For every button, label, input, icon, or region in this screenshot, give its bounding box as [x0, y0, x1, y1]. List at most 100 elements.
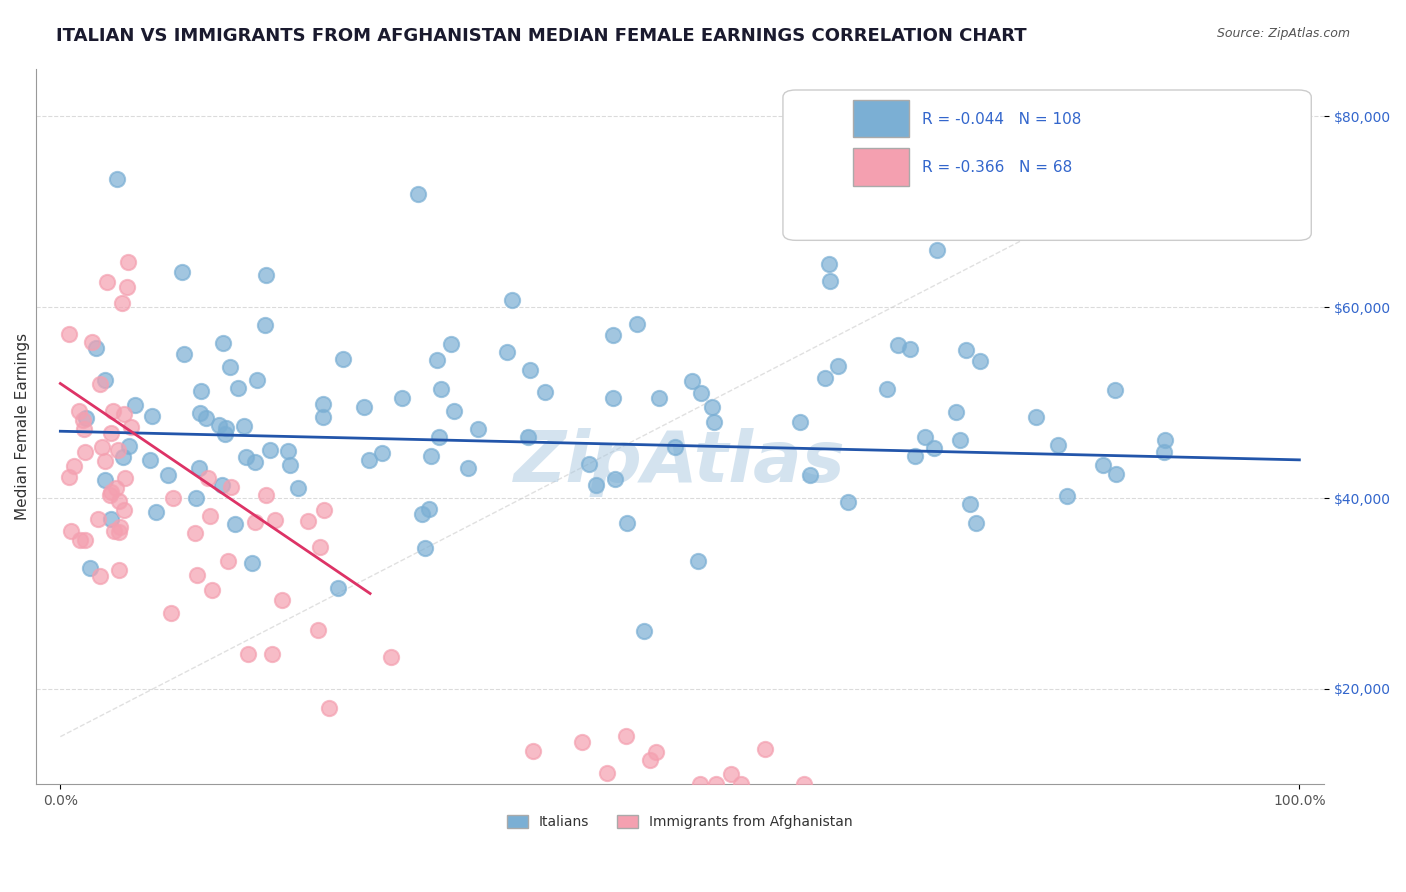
Italians	[94, 473, 117, 487]
Immigrants from Afghanistan	[117, 255, 139, 269]
Italians	[312, 409, 335, 424]
Italians	[904, 449, 927, 463]
Immigrants from Afghanistan	[571, 735, 593, 749]
Italians	[443, 404, 465, 418]
Immigrants from Afghanistan	[63, 458, 86, 473]
Immigrants from Afghanistan	[236, 647, 259, 661]
Italians	[430, 383, 453, 397]
Italians	[924, 442, 946, 456]
Italians	[208, 417, 231, 432]
Italians	[1105, 467, 1128, 482]
Italians	[688, 554, 710, 568]
Italians	[578, 457, 600, 471]
Italians	[602, 391, 624, 405]
Italians	[1154, 433, 1177, 447]
Italians	[519, 363, 541, 377]
Immigrants from Afghanistan	[689, 777, 711, 791]
Immigrants from Afghanistan	[69, 533, 91, 547]
Text: R = -0.366   N = 68: R = -0.366 N = 68	[922, 160, 1073, 175]
Immigrants from Afghanistan	[90, 440, 112, 454]
Immigrants from Afghanistan	[114, 471, 136, 485]
Immigrants from Afghanistan	[108, 525, 131, 540]
Immigrants from Afghanistan	[219, 480, 242, 494]
Italians	[648, 392, 671, 406]
Immigrants from Afghanistan	[596, 766, 619, 780]
Italians	[124, 398, 146, 412]
Italians	[94, 373, 117, 387]
Italians	[501, 293, 523, 308]
Text: Source: ZipAtlas.com: Source: ZipAtlas.com	[1216, 27, 1350, 40]
Immigrants from Afghanistan	[100, 484, 122, 499]
Italians	[837, 494, 859, 508]
Italians	[427, 430, 450, 444]
Immigrants from Afghanistan	[271, 592, 294, 607]
Italians	[959, 497, 981, 511]
Italians	[226, 382, 249, 396]
Y-axis label: Median Female Earnings: Median Female Earnings	[15, 333, 30, 520]
Italians	[898, 342, 921, 356]
Immigrants from Afghanistan	[96, 275, 118, 289]
Immigrants from Afghanistan	[82, 335, 104, 350]
Immigrants from Afghanistan	[297, 514, 319, 528]
Immigrants from Afghanistan	[73, 422, 96, 436]
Italians	[411, 507, 433, 521]
Italians	[224, 516, 246, 531]
Immigrants from Afghanistan	[720, 767, 742, 781]
Italians	[353, 400, 375, 414]
Immigrants from Afghanistan	[260, 647, 283, 661]
Immigrants from Afghanistan	[264, 513, 287, 527]
Italians	[467, 422, 489, 436]
Immigrants from Afghanistan	[645, 745, 668, 759]
Italians	[969, 354, 991, 368]
Italians	[326, 581, 349, 595]
Italians	[332, 351, 354, 366]
Italians	[703, 415, 725, 429]
Immigrants from Afghanistan	[254, 488, 277, 502]
Immigrants from Afghanistan	[638, 753, 661, 767]
Immigrants from Afghanistan	[730, 777, 752, 791]
Italians	[157, 467, 180, 482]
Italians	[240, 556, 263, 570]
Italians	[277, 443, 299, 458]
Immigrants from Afghanistan	[72, 413, 94, 427]
Italians	[681, 375, 703, 389]
Immigrants from Afghanistan	[58, 469, 80, 483]
Immigrants from Afghanistan	[198, 508, 221, 523]
Italians	[1153, 445, 1175, 459]
Italians	[955, 343, 977, 358]
Italians	[818, 257, 841, 271]
Italians	[235, 450, 257, 464]
Italians	[253, 318, 276, 332]
Italians	[945, 405, 967, 419]
Text: ZipAtlas: ZipAtlas	[515, 428, 846, 497]
Immigrants from Afghanistan	[75, 445, 97, 459]
Immigrants from Afghanistan	[318, 701, 340, 715]
Immigrants from Afghanistan	[100, 426, 122, 441]
Italians	[814, 370, 837, 384]
Italians	[949, 434, 972, 448]
Immigrants from Afghanistan	[108, 519, 131, 533]
Italians	[287, 481, 309, 495]
Italians	[359, 453, 381, 467]
Italians	[145, 505, 167, 519]
Italians	[420, 449, 443, 463]
Immigrants from Afghanistan	[184, 526, 207, 541]
Italians	[141, 409, 163, 423]
Immigrants from Afghanistan	[117, 280, 139, 294]
Italians	[246, 373, 269, 387]
Immigrants from Afghanistan	[217, 554, 239, 568]
Italians	[690, 386, 713, 401]
Italians	[214, 426, 236, 441]
Immigrants from Afghanistan	[160, 606, 183, 620]
Italians	[243, 455, 266, 469]
Immigrants from Afghanistan	[87, 512, 110, 526]
Italians	[664, 440, 686, 454]
Italians	[215, 421, 238, 435]
Italians	[371, 446, 394, 460]
Italians	[84, 341, 107, 355]
Immigrants from Afghanistan	[754, 742, 776, 756]
Italians	[190, 384, 212, 399]
Italians	[516, 429, 538, 443]
Immigrants from Afghanistan	[60, 524, 83, 539]
Immigrants from Afghanistan	[312, 503, 335, 517]
